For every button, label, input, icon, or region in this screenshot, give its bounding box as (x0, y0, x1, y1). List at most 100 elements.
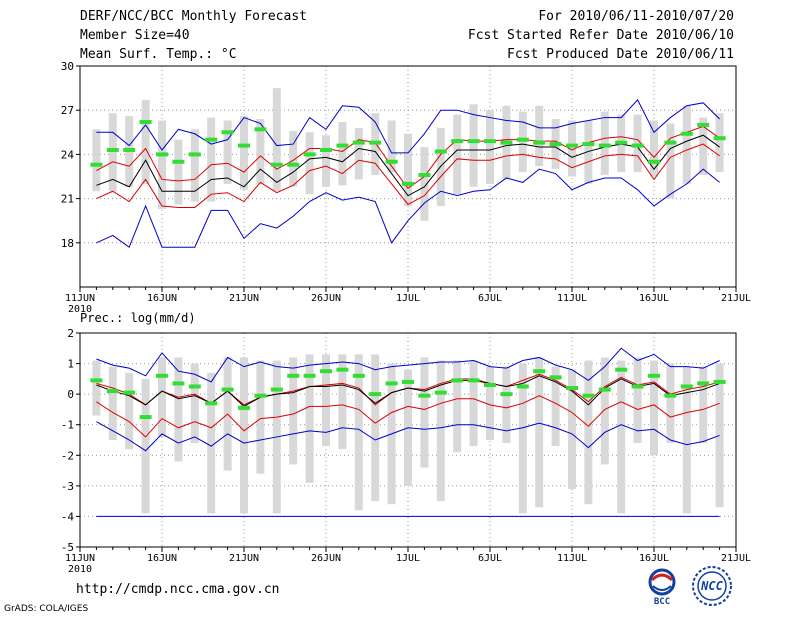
temp-mean-marker (369, 140, 382, 145)
temp-mean-marker (156, 152, 168, 157)
temp-box (354, 127, 363, 180)
prec-outer-lower-line (96, 421, 720, 452)
temp-box (568, 120, 576, 177)
prec-mean-marker (139, 415, 152, 420)
ncc-logo: NCC (692, 566, 732, 606)
temp-box (141, 99, 150, 184)
prec-box (535, 357, 544, 508)
prec-mean-marker (533, 369, 546, 374)
temp-mean-marker (631, 143, 644, 148)
prec-box (633, 357, 642, 444)
temp-box (92, 129, 101, 192)
prec-mean-marker (205, 401, 218, 406)
temp-outer-upper-line (96, 99, 720, 154)
temp-box (338, 121, 347, 186)
temp-xtick-label: 21JUL (721, 293, 751, 304)
prec-mean-marker (500, 392, 513, 397)
temp-mean-marker (139, 119, 152, 124)
forecast-period-label: For 2010/06/11-2010/07/20 (538, 9, 734, 24)
temp-year-label: 2010 (68, 304, 92, 315)
prec-box (158, 357, 166, 437)
temp-xtick-label: 6JUL (478, 293, 502, 304)
prec-xtick-label: 21JUL (721, 553, 751, 564)
temp-box (387, 120, 396, 173)
prec-box (568, 369, 576, 489)
forecast-started-label: Fcst Started Refer Date 2010/06/10 (467, 28, 734, 43)
temp-mean-marker (549, 142, 562, 147)
prec-xtick-label: 16JUL (639, 553, 669, 564)
prec-ytick-label: -5 (61, 541, 74, 554)
temp-xtick-label: 16JUN (147, 293, 177, 304)
temp-mean-marker (697, 122, 710, 127)
temperature-panel: 18 21 24 27 30 11JUN 16JUN 21JUN 26JUN 1JUL 6JUL 11… (61, 60, 751, 315)
prec-box (551, 366, 560, 447)
temp-mean-marker (287, 162, 300, 167)
prec-mean-marker (582, 393, 595, 398)
prec-mean-marker (631, 384, 644, 389)
temp-box (420, 147, 429, 221)
prec-mean-marker (221, 387, 234, 392)
temp-mean-marker (106, 147, 119, 152)
temp-mean-marker (221, 130, 234, 135)
temp-box (600, 111, 609, 176)
prec-mean-marker (270, 387, 283, 392)
prec-mean-marker (680, 384, 693, 389)
prec-box (666, 363, 675, 444)
prec-mean-marker (713, 379, 726, 384)
temp-xtick-label: 21JUN (229, 293, 259, 304)
prec-box (436, 360, 445, 502)
prec-box (108, 366, 117, 440)
temp-mean-marker (303, 152, 316, 157)
source-url[interactable]: http://cmdp.ncc.cma.gov.cn (76, 582, 280, 597)
temp-box (223, 120, 232, 184)
prec-xtick-label: 6JUL (478, 553, 502, 564)
temp-mean-marker (352, 140, 365, 145)
prec-xtick-label: 26JUN (311, 553, 341, 564)
prec-mean-marker (106, 389, 119, 394)
prec-box (469, 360, 478, 447)
prec-box (354, 354, 363, 511)
grads-credit: GrADS: COLA/IGES (4, 604, 89, 614)
temp-mean-marker (467, 139, 480, 144)
prec-box (338, 354, 347, 450)
forecast-produced-label: Fcst Produced Date 2010/06/11 (507, 47, 734, 62)
ncc-logo-text: NCC (700, 579, 723, 593)
temp-mean-marker (500, 140, 513, 145)
temp-inner-upper-line (96, 125, 720, 189)
temp-mean-marker (566, 143, 578, 148)
precipitation-panel: -5 -4 -3 -2 -1 0 1 2 11JUN 16JUN 21JUN 26JUN 1JUL 6JU… (61, 311, 751, 575)
prec-box (141, 378, 150, 514)
prec-ytick-label: 1 (67, 358, 74, 371)
temp-box (699, 117, 708, 176)
temp-box (518, 111, 527, 173)
prec-ytick-label: -1 (61, 419, 74, 432)
temp-box (322, 135, 330, 187)
prec-inner-lower-line (96, 395, 720, 438)
variable-label: Mean Surf. Temp.: °C (80, 47, 237, 62)
temp-xtick-label: 11JUL (557, 293, 587, 304)
prec-mean-marker (287, 373, 300, 378)
temp-box (305, 132, 314, 195)
temp-mean-marker (402, 181, 414, 186)
prec-mean-marker (451, 378, 464, 383)
temp-box (453, 114, 462, 195)
prec-xtick-label: 11JUL (557, 553, 587, 564)
prec-box (650, 360, 658, 456)
temp-outer-lower-line (96, 168, 720, 248)
temp-mean-marker (385, 159, 398, 164)
temp-mean-marker (270, 162, 283, 167)
prec-box (600, 357, 609, 465)
precipitation-title: Prec.: log(mm/d) (80, 311, 196, 325)
temp-xtick-label: 16JUL (639, 293, 669, 304)
prec-mean-marker (156, 373, 168, 378)
temp-mean-marker (205, 137, 218, 142)
temp-box (272, 88, 281, 192)
prec-mean-marker (598, 387, 611, 392)
temp-mean-marker (713, 136, 726, 141)
prec-mean-marker (484, 382, 496, 387)
temp-mean-marker (451, 139, 464, 144)
temp-box (404, 133, 412, 206)
temp-xtick-label: 26JUN (311, 293, 341, 304)
prec-outer-upper-line (96, 347, 720, 383)
